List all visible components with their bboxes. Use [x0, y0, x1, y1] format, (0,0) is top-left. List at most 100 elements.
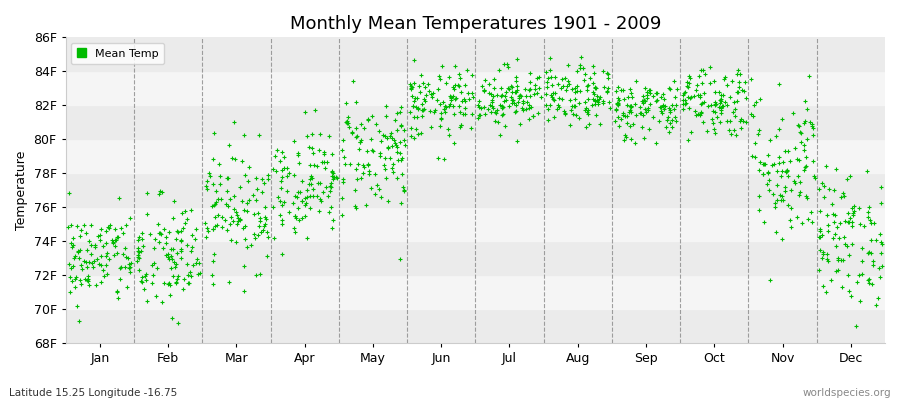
Point	[404, 93, 419, 100]
Point	[436, 156, 451, 162]
Point	[162, 280, 176, 286]
Point	[457, 111, 472, 118]
Point	[836, 257, 850, 263]
Point	[273, 198, 287, 204]
Point	[70, 249, 85, 255]
Point	[446, 103, 461, 109]
Point	[417, 96, 431, 102]
Point	[72, 233, 86, 239]
Point	[410, 114, 424, 120]
Point	[446, 111, 461, 117]
Point	[628, 140, 643, 147]
Point	[81, 278, 95, 284]
Point	[354, 121, 368, 128]
Point	[346, 128, 360, 135]
Point	[616, 112, 630, 118]
Point	[523, 86, 537, 92]
Point	[81, 259, 95, 265]
Point	[690, 110, 705, 117]
Point	[762, 277, 777, 283]
Point	[112, 265, 127, 271]
Point	[285, 200, 300, 206]
Point	[374, 150, 388, 156]
Point	[180, 242, 194, 249]
Point	[122, 261, 136, 268]
Point	[665, 117, 680, 123]
Bar	[66, 275, 885, 309]
Point	[806, 120, 820, 127]
Point	[391, 156, 405, 163]
Point	[65, 244, 79, 250]
Point	[353, 139, 367, 146]
Point	[774, 173, 788, 180]
Point	[783, 158, 797, 165]
Point	[237, 131, 251, 138]
Point	[580, 82, 595, 88]
Point	[302, 144, 317, 150]
Point	[442, 103, 456, 109]
Point	[307, 162, 321, 168]
Point	[428, 109, 442, 115]
Point	[622, 109, 636, 115]
Point	[138, 273, 152, 279]
Point	[579, 104, 593, 111]
Point	[840, 243, 854, 250]
Point	[78, 230, 93, 236]
Point	[477, 86, 491, 93]
Point	[799, 154, 814, 160]
Point	[210, 222, 224, 228]
Point	[342, 161, 356, 168]
Point	[611, 84, 625, 90]
Point	[699, 128, 714, 134]
Point	[237, 288, 251, 294]
Point	[378, 113, 392, 119]
Point	[799, 193, 814, 200]
Point	[409, 104, 423, 110]
Point	[624, 135, 638, 142]
Point	[733, 84, 747, 90]
Point	[761, 152, 776, 158]
Point	[174, 237, 188, 243]
Point	[171, 229, 185, 235]
Point	[350, 176, 365, 182]
Point	[484, 108, 499, 115]
Point	[544, 94, 559, 100]
Point	[834, 256, 849, 263]
Point	[383, 155, 398, 162]
Point	[249, 174, 264, 181]
Point	[164, 264, 178, 271]
Point	[447, 63, 462, 70]
Point	[815, 282, 830, 289]
Point	[168, 278, 183, 285]
Point	[71, 255, 86, 261]
Point	[445, 96, 459, 103]
Point	[232, 216, 247, 222]
Point	[830, 224, 844, 230]
Point	[791, 122, 806, 128]
Point	[122, 268, 137, 275]
Point	[220, 175, 235, 182]
Point	[393, 109, 408, 116]
Point	[519, 92, 534, 99]
Point	[703, 80, 717, 86]
Point	[704, 102, 718, 108]
Point	[302, 175, 317, 182]
Point	[873, 231, 887, 237]
Point	[361, 162, 375, 168]
Point	[274, 202, 289, 208]
Point	[408, 95, 422, 101]
Point	[539, 91, 554, 97]
Point	[397, 188, 411, 194]
Point	[488, 109, 502, 115]
Point	[718, 99, 733, 105]
Point	[162, 256, 176, 262]
Point	[697, 99, 711, 106]
Point	[748, 154, 762, 160]
Point	[306, 185, 320, 192]
Point	[248, 272, 263, 278]
Point	[586, 63, 600, 69]
Point	[364, 185, 378, 191]
Point	[339, 118, 354, 124]
Point	[433, 123, 447, 129]
Point	[586, 96, 600, 102]
